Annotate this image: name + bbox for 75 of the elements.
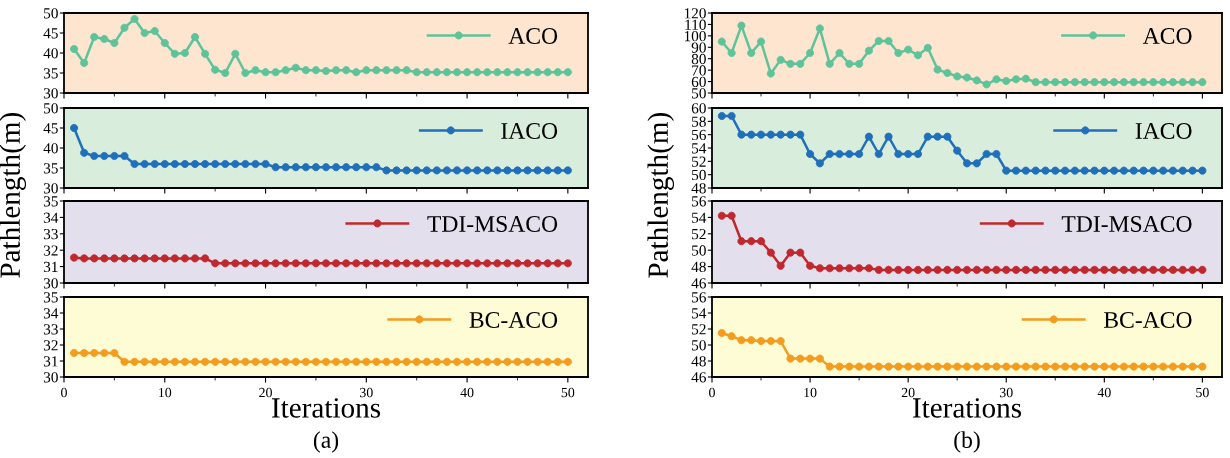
legend-label: TDI-MSACO — [1061, 216, 1192, 232]
y-tick-label: 35 — [43, 163, 58, 174]
y-tick-label: 45 — [43, 28, 58, 39]
y-tick-label: 52 — [692, 156, 706, 167]
y-tick-label: 40 — [43, 143, 58, 154]
y-tick-label: 70 — [692, 65, 706, 76]
legend-label: ACO — [508, 28, 558, 44]
y-tick-label: 34 — [43, 212, 59, 223]
text: (b) — [954, 431, 980, 453]
y-tick-label: 110 — [685, 19, 706, 30]
legend-label: BC-ACO — [469, 312, 558, 328]
x-tick-label: 10 — [804, 387, 817, 398]
y-tick-label: 50 — [692, 245, 706, 256]
y-tick-label: 56 — [692, 196, 706, 207]
y-tick-label: 90 — [691, 42, 706, 53]
y-tick-label: 31 — [43, 356, 58, 367]
y-axis-title: Pathlength(m) — [647, 113, 674, 278]
y-tick-label: 58 — [692, 116, 706, 127]
y-tick-label: 32 — [43, 245, 58, 256]
y-tick-label: 35 — [43, 196, 58, 207]
y-tick-label: 56 — [692, 129, 706, 141]
legend-label: TDI-MSACO — [427, 216, 558, 232]
y-tick-label: 45 — [43, 123, 58, 134]
y-tick-label: 35 — [43, 292, 58, 303]
y-tick-label: 60 — [691, 76, 706, 88]
y-tick-label: 46 — [691, 372, 706, 383]
x-tick-label: 30 — [360, 387, 373, 398]
y-tick-label: 50 — [692, 169, 706, 181]
y-tick-label: 52 — [692, 324, 706, 335]
y-tick-label: 31 — [43, 261, 58, 273]
y-tick-label: 80 — [691, 53, 706, 65]
y-tick-label: 54 — [692, 212, 707, 223]
y-tick-label: 35 — [43, 68, 58, 79]
legend-label: IACO — [501, 123, 558, 139]
y-tick-label: 46 — [691, 278, 706, 289]
x-axis-title: Iterations — [912, 398, 1022, 418]
y-tick-label: 60 — [691, 103, 706, 114]
y-tick-label: 33 — [43, 324, 58, 335]
x-tick-label: 20 — [901, 387, 915, 398]
y-tick-label: 30 — [43, 88, 58, 99]
text: (a) — [313, 431, 339, 453]
y-tick-label: 120 — [684, 8, 706, 19]
y-tick-label: 50 — [692, 88, 706, 99]
y-tick-label: 52 — [692, 228, 706, 240]
y-tick-label: 30 — [43, 278, 58, 289]
y-tick-label: 54 — [692, 308, 707, 319]
x-tick-label: 0 — [709, 387, 715, 398]
x-tick-label: 50 — [561, 387, 575, 398]
x-tick-label: 50 — [1196, 387, 1209, 398]
y-axis-title: Pathlength(m) — [0, 113, 26, 278]
y-tick-label: 48 — [691, 356, 706, 367]
y-tick-label: 54 — [692, 143, 707, 154]
y-tick-label: 30 — [43, 372, 58, 383]
y-tick-label: 32 — [43, 340, 58, 351]
y-tick-label: 40 — [43, 48, 58, 59]
legend-label: IACO — [1135, 123, 1192, 139]
x-axis-title: Iterations — [271, 398, 381, 418]
x-tick-label: 40 — [1097, 387, 1111, 398]
legend-label: BC-ACO — [1104, 312, 1192, 328]
y-tick-label: 50 — [44, 8, 58, 19]
y-tick-label: 50 — [692, 340, 706, 351]
legend-label: ACO — [1142, 28, 1192, 44]
y-tick-label: 56 — [692, 292, 706, 303]
y-tick-label: 100 — [684, 31, 706, 42]
y-tick-label: 48 — [691, 261, 706, 273]
x-tick-label: 30 — [999, 387, 1013, 398]
y-tick-label: 30 — [43, 183, 58, 194]
x-tick-label: 10 — [159, 387, 172, 398]
y-tick-label: 48 — [691, 183, 706, 194]
y-tick-label: 34 — [43, 308, 59, 319]
y-tick-label: 33 — [43, 228, 58, 240]
y-tick-label: 50 — [44, 103, 58, 114]
x-tick-label: 20 — [259, 387, 272, 398]
x-tick-label: 40 — [460, 387, 474, 398]
x-tick-label: 0 — [61, 387, 67, 398]
